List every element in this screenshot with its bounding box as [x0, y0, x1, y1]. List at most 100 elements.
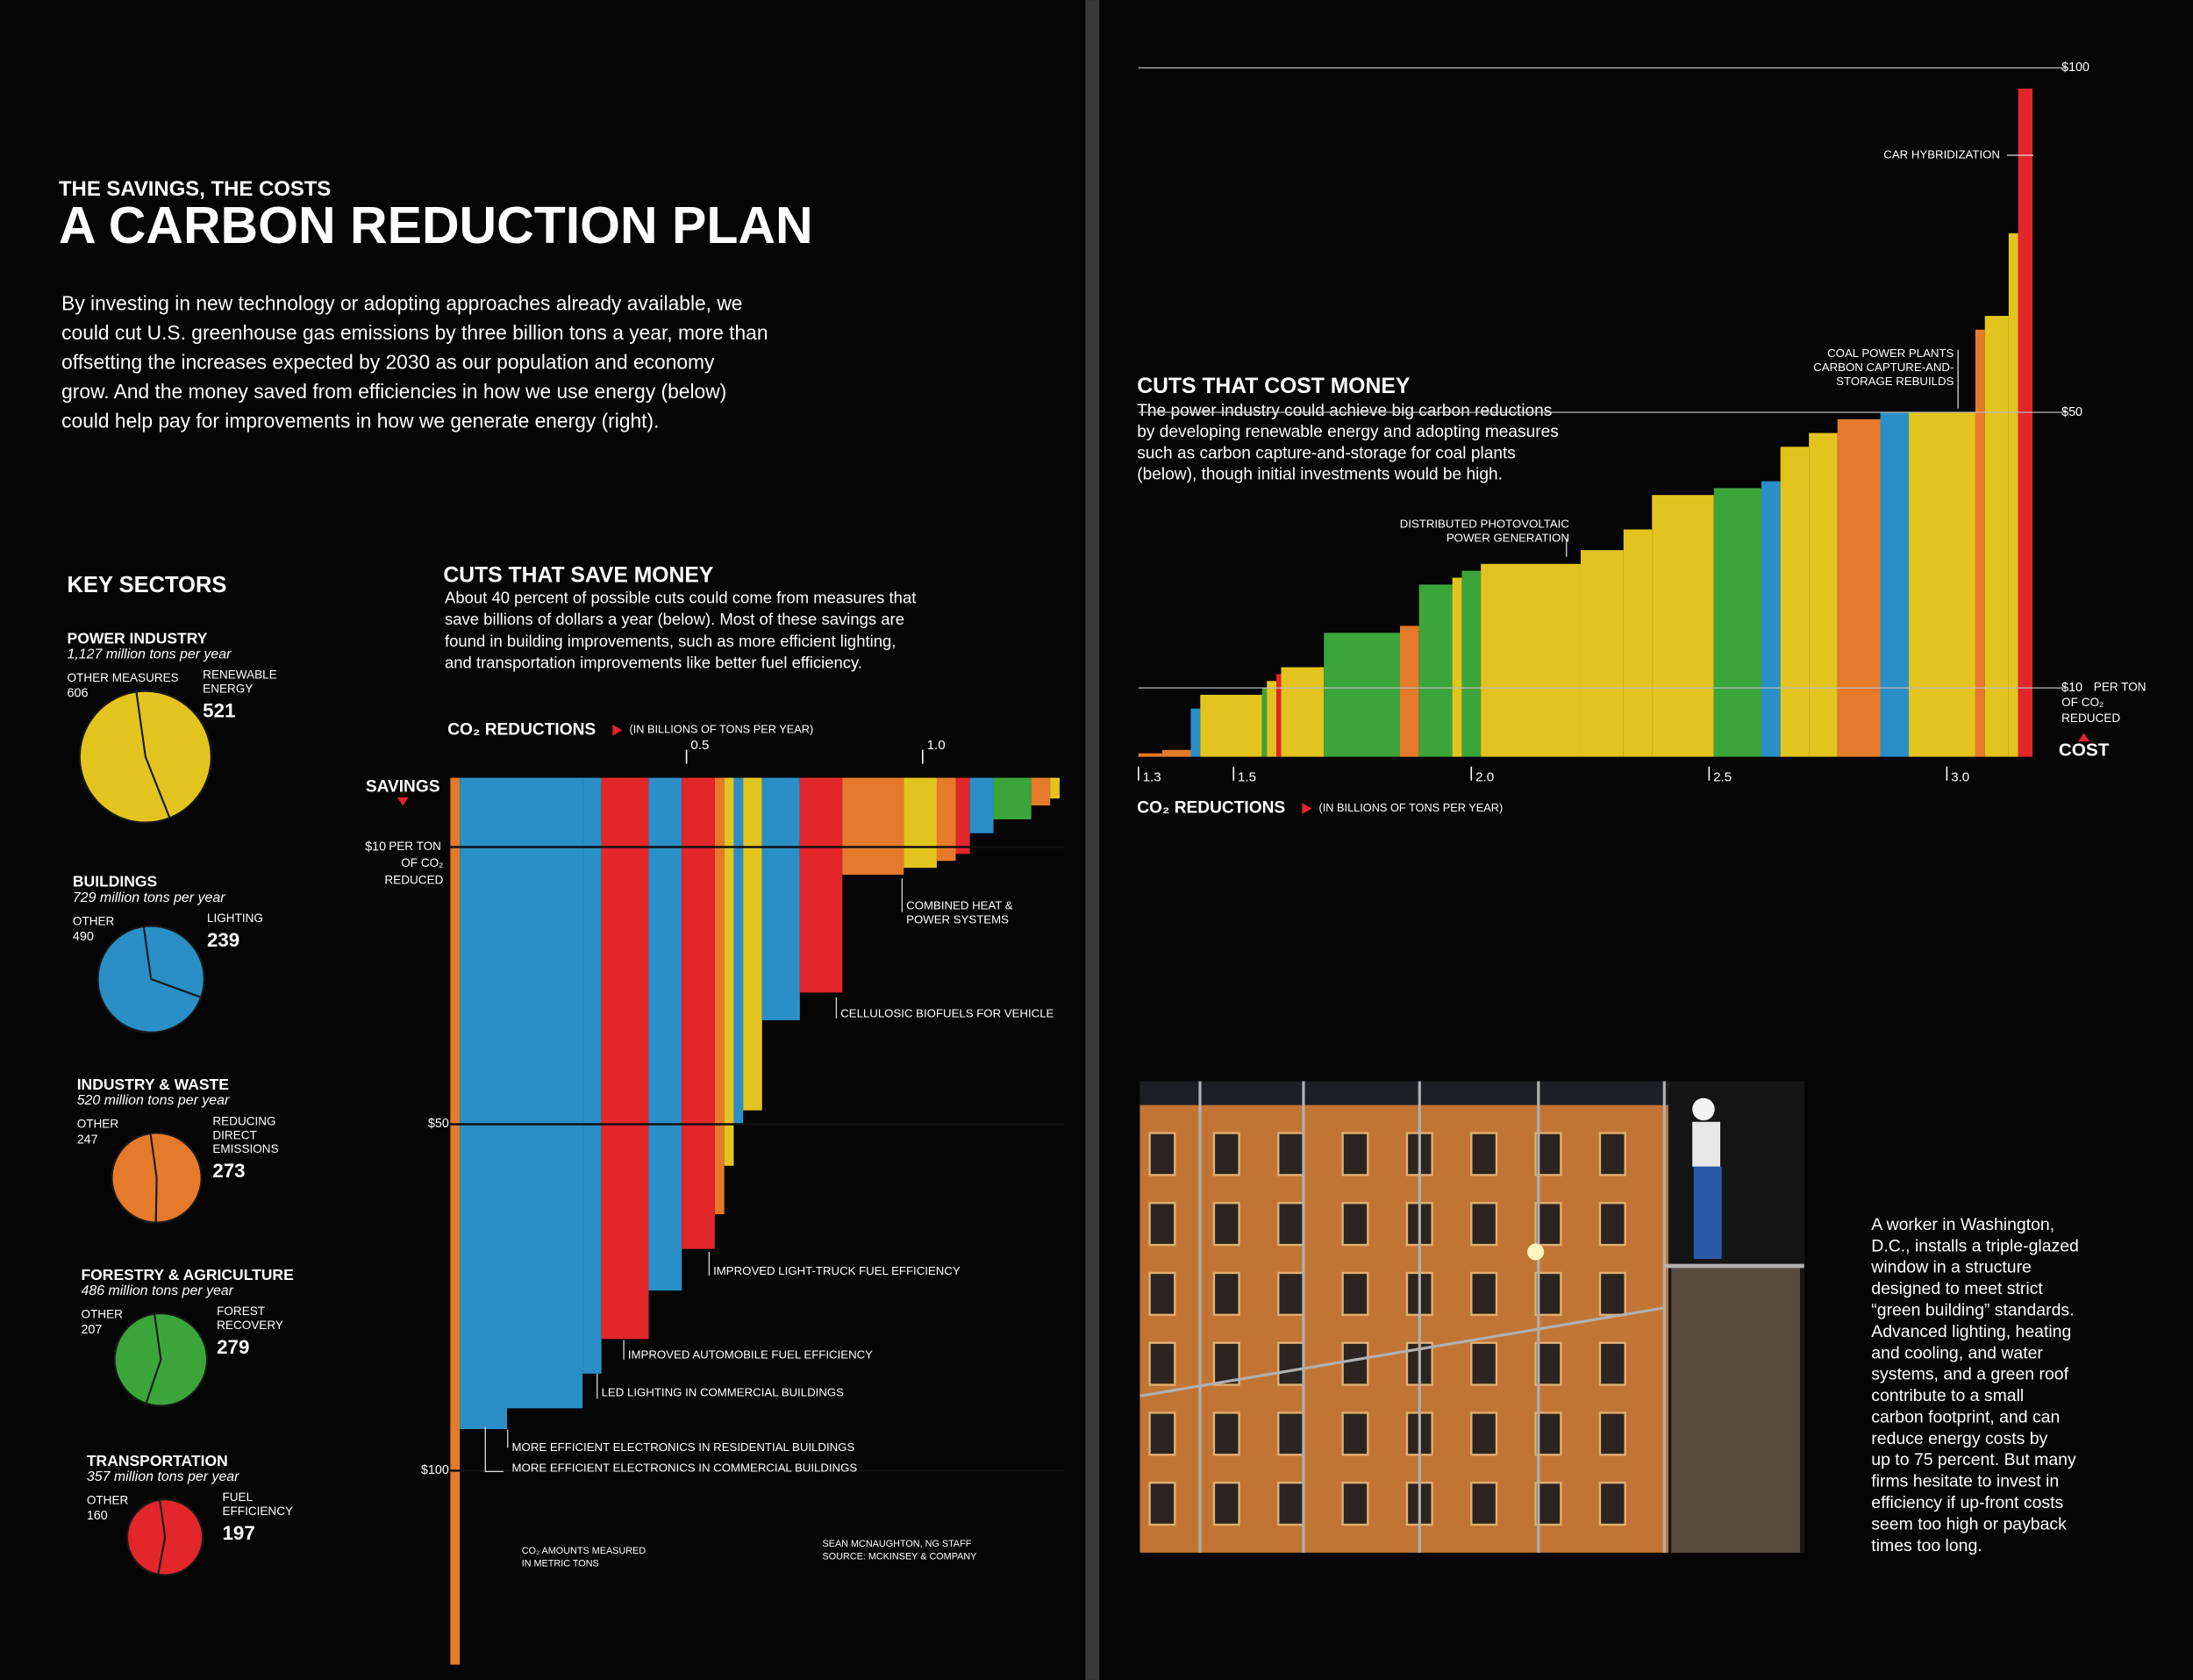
bar [904, 777, 937, 869]
intro-line: could cut U.S. greenhouse gas emissions … [61, 321, 768, 344]
slice-value: 247 [77, 1133, 98, 1147]
annotation: MORE EFFICIENT ELECTRONICS IN COMMERCIAL… [512, 1462, 858, 1475]
pie-slice [149, 1132, 203, 1224]
bar [1399, 626, 1419, 757]
photo-caption: designed to meet strict [1871, 1279, 2043, 1298]
sector-total: 486 million tons per year [81, 1283, 233, 1298]
sector-name: TRANSPORTATION [87, 1452, 228, 1469]
slice-label: FOREST [217, 1305, 265, 1318]
photo-window [1341, 1202, 1369, 1247]
annotation: IMPROVED AUTOMOBILE FUEL EFFICIENCY [628, 1348, 873, 1362]
photo-caption: carbon footprint, and can [1871, 1407, 2060, 1426]
chart-description: found in building improvements, such as … [445, 632, 896, 650]
bar [1652, 495, 1714, 757]
photo-caption: Advanced lighting, heating [1871, 1322, 2071, 1341]
bar [936, 777, 956, 861]
bar [1161, 749, 1191, 757]
slice-value: 521 [203, 700, 235, 722]
photo-window [1470, 1132, 1498, 1176]
spine [1085, 0, 1100, 1680]
y-tick-label: $50 [2061, 405, 2082, 419]
photo-window [1470, 1412, 1498, 1456]
photo-window [1341, 1271, 1369, 1316]
annotation: CARBON CAPTURE-AND- [1813, 361, 1954, 374]
chart-description: save billions of dollars a year (below).… [445, 610, 904, 628]
photo-caption: systems, and a green roof [1871, 1365, 2068, 1384]
bar [582, 777, 602, 1374]
photo-caption: D.C., installs a triple-glazed [1871, 1236, 2079, 1255]
bar [1780, 447, 1810, 757]
bar [1580, 550, 1624, 757]
photo-window [1148, 1132, 1176, 1176]
photo-worker-legs [1693, 1166, 1722, 1260]
photo-caption: times too long. [1871, 1536, 1982, 1555]
slice-label: LIGHTING [207, 911, 263, 925]
bar [648, 777, 682, 1291]
y-tick-label: $50 [428, 1117, 449, 1131]
chart-description: such as carbon capture-and-storage for c… [1137, 444, 1516, 462]
slice-label: OTHER [73, 914, 115, 927]
bar [1281, 667, 1325, 757]
annotation: LED LIGHTING IN COMMERCIAL BUILDINGS [602, 1386, 845, 1399]
photo-window [1148, 1481, 1176, 1526]
y-tick-note: PER TON [2094, 681, 2147, 694]
annotation: IMPROVED LIGHT-TRUCK FUEL EFFICIENCY [713, 1264, 961, 1277]
photo-window [1212, 1341, 1240, 1386]
sector-name: FORESTRY & AGRICULTURE [81, 1266, 293, 1283]
photo-building [1139, 1105, 1669, 1553]
photo-window [1341, 1132, 1369, 1176]
photo-window [1212, 1481, 1240, 1526]
photo-window [1341, 1412, 1369, 1456]
photo-caption: seem too high or payback [1871, 1514, 2067, 1533]
photo-caption: contribute to a small [1871, 1386, 2024, 1405]
annotation: COMBINED HEAT & [906, 899, 1013, 912]
pie-slice [156, 1498, 204, 1576]
x-tick-label: 2.0 [1475, 770, 1494, 785]
slice-label: EFFICIENCY [223, 1505, 294, 1518]
bar [1837, 418, 1881, 757]
bar [1261, 688, 1268, 757]
chart-description: About 40 percent of possible cuts could … [445, 588, 916, 606]
intro-line: By investing in new technology or adopti… [61, 292, 742, 315]
bar [969, 777, 994, 833]
footnote: CO₂ AMOUNTS MEASURED [522, 1546, 646, 1556]
annotation: POWER GENERATION [1447, 531, 1569, 544]
photo-window [1148, 1271, 1176, 1316]
x-tick-label: 3.0 [1951, 770, 1969, 785]
pie-slice [113, 1312, 162, 1405]
photo-window [1277, 1202, 1305, 1247]
slice-value: 207 [81, 1323, 102, 1337]
pie-slice [126, 1498, 167, 1576]
chart-description: The power industry could achieve big car… [1137, 402, 1552, 420]
bar [460, 777, 508, 1429]
x-axis-label: CO₂ REDUCTIONS [1137, 799, 1285, 818]
photo-window [1277, 1481, 1305, 1526]
slice-label: FUEL [223, 1491, 254, 1504]
photo-window [1148, 1341, 1176, 1386]
photo-window [1598, 1481, 1626, 1526]
x-axis-note: (IN BILLIONS OF TONS PER YEAR) [1319, 801, 1504, 814]
slice-value: 606 [68, 687, 89, 701]
slice-value: 273 [212, 1160, 245, 1182]
annotation: COAL POWER PLANTS [1827, 347, 1954, 360]
key-sectors-title: KEY SECTORS [68, 573, 227, 597]
x-tick-label: 1.3 [1143, 770, 1161, 785]
y-tick-label: $100 [2061, 61, 2089, 75]
bar [993, 777, 1032, 819]
y-tick-note: PER TON [389, 840, 441, 853]
slice-value: 279 [217, 1336, 249, 1358]
sector-total: 1,127 million tons per year [68, 647, 232, 661]
x-tick-label: 1.0 [927, 738, 946, 753]
photo-window [1277, 1132, 1305, 1176]
pie-slice [111, 1132, 158, 1224]
bar [1200, 694, 1262, 757]
slice-label: RECOVERY [217, 1319, 283, 1332]
bar [2018, 88, 2032, 757]
photo-light [1527, 1243, 1545, 1261]
photo-window [1598, 1202, 1626, 1247]
slice-label: OTHER [77, 1118, 119, 1131]
x-axis-label: CO₂ REDUCTIONS [447, 720, 596, 739]
photo-caption: firms hesitate to invest in [1871, 1472, 2059, 1491]
annotation: MORE EFFICIENT ELECTRONICS IN RESIDENTIA… [512, 1441, 855, 1454]
